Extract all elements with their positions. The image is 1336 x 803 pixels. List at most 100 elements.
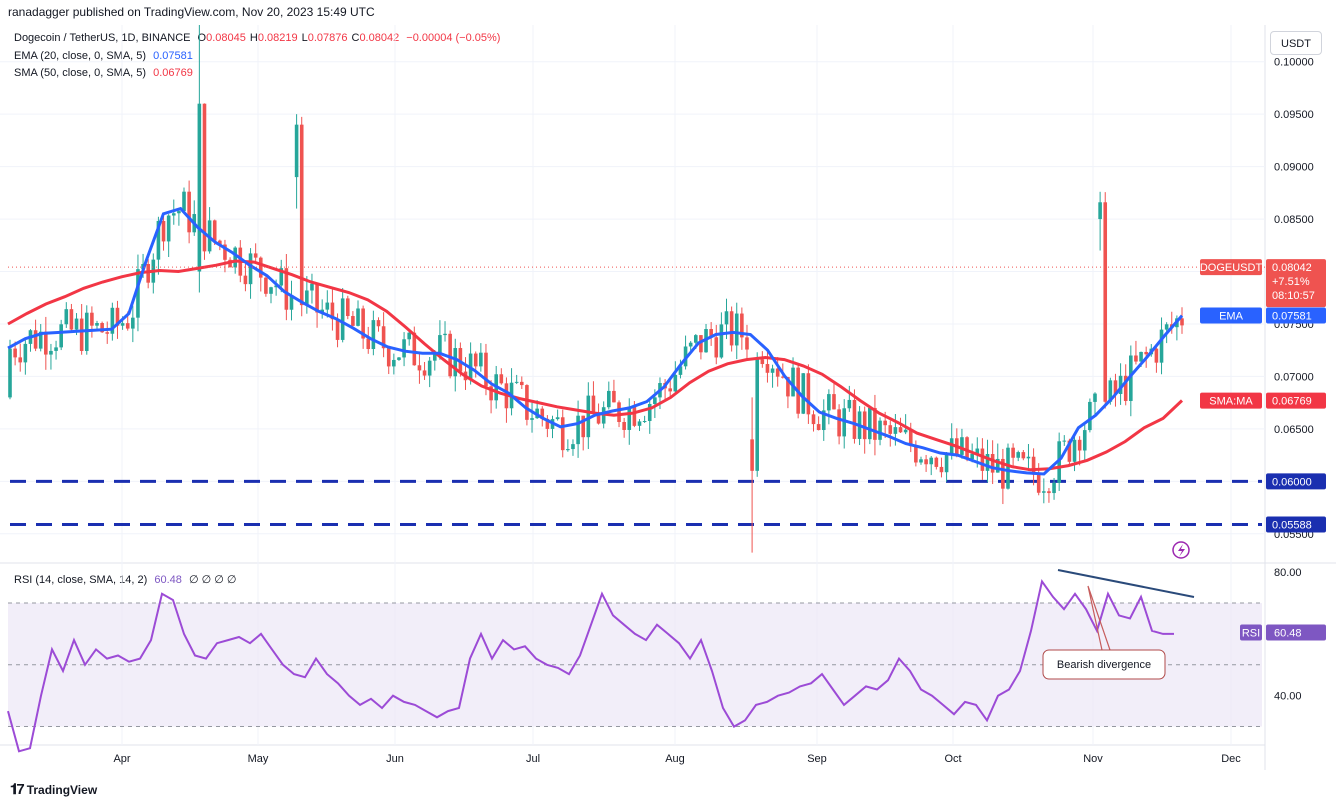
candle-body (407, 332, 411, 340)
candlesticks (8, 25, 1184, 553)
candle-body (161, 220, 166, 242)
candle-body (847, 399, 852, 409)
candle-body (1047, 491, 1051, 494)
candle-body (1139, 351, 1143, 362)
symbol-title[interactable]: Dogecoin / TetherUS, 1D, BINANCE (14, 32, 191, 44)
candle-body (832, 394, 836, 410)
candle-body (115, 307, 120, 326)
candle-body (90, 312, 94, 326)
sma-legend[interactable]: SMA (50, close, 0, SMA, 5) 0.06769 (14, 67, 193, 79)
price-tick-label: 0.09500 (1274, 109, 1314, 121)
ema-legend[interactable]: EMA (20, close, 0, SMA, 5) 0.07581 (14, 50, 193, 62)
candle-body (1134, 355, 1138, 362)
candle-body (924, 459, 928, 465)
candle-body (627, 406, 632, 430)
candle-body (264, 277, 268, 294)
sma-axis-label-text: SMA:MA (1209, 396, 1253, 408)
candle-body (1031, 456, 1036, 475)
candle-body (202, 103, 207, 252)
sma-axis-value-box (1266, 392, 1326, 409)
candle-body (218, 240, 222, 245)
rsi-name-text: RSI (1242, 627, 1260, 639)
candle-body (187, 191, 191, 233)
candle-body (878, 420, 882, 440)
candle-body (642, 421, 647, 423)
candle-body (274, 285, 278, 288)
ohlc-values: O0.08045 H0.08219 L0.07876 C0.08042 (194, 32, 400, 44)
candle-body (893, 427, 898, 434)
ohlc-c: C0.08042 (351, 32, 400, 44)
candle-body (38, 331, 43, 349)
candle-body (555, 417, 560, 420)
candle-body (1026, 456, 1031, 459)
candle-body (233, 247, 237, 268)
candle-body (1129, 355, 1133, 401)
rsi-line (7, 578, 1174, 753)
candle-body (571, 444, 575, 450)
time-axis: Apr May Jun Jul Aug Sep Oct Nov Dec (113, 753, 1241, 765)
tv-logo-icon: 𝟏7 (10, 781, 25, 798)
candle-body (484, 352, 488, 387)
candle-body (100, 323, 104, 333)
candle-body (965, 437, 969, 460)
candle-body (156, 220, 161, 260)
candle-body (1154, 348, 1159, 363)
price-change: −0.00004 (−0.05%) (406, 32, 501, 44)
candle-body (653, 397, 657, 404)
candle-body (8, 348, 12, 398)
candle-body (990, 454, 995, 473)
symbol-label-box (1200, 259, 1262, 276)
price-axis-labels: 0.08042 +7.51% 08:10:57 DOGEUSDT EMA 0.07581 S… (1200, 259, 1326, 533)
candle-body (781, 376, 785, 378)
candle-body (1108, 380, 1113, 402)
candle-body (49, 350, 53, 355)
candle-body (617, 402, 621, 423)
ema-axis-value-text: 0.07581 (1272, 310, 1312, 322)
time-tick-label: Apr (113, 753, 130, 765)
rsi-legend-extra: ∅ ∅ ∅ ∅ (188, 574, 237, 586)
price-tick-label: 0.06500 (1274, 424, 1314, 436)
candle-body (1118, 375, 1123, 395)
candle-body (392, 359, 396, 367)
candle-body (914, 446, 918, 463)
time-tick-label: Nov (1083, 753, 1103, 765)
candle-body (453, 348, 458, 377)
candle-body (888, 425, 893, 434)
time-tick-label: Jun (386, 753, 404, 765)
candle-body (69, 309, 74, 330)
candle-body (581, 415, 586, 438)
flash-icon[interactable] (1172, 541, 1190, 559)
candle-body (514, 381, 519, 383)
tradingview-logo[interactable]: 𝟏7 TradingView (10, 781, 97, 798)
candle-body (530, 418, 534, 420)
candle-body (458, 348, 463, 372)
candle-body (688, 342, 693, 347)
candle-body (54, 347, 58, 351)
candle-body (64, 309, 69, 325)
candle-body (197, 103, 202, 272)
candle-body (351, 316, 355, 326)
time-tick-label: Jul (526, 753, 540, 765)
currency-unit-button[interactable]: USDT (1270, 31, 1322, 55)
candle-body (110, 307, 115, 334)
ohlc-h: H0.08219 (249, 32, 298, 44)
candle-body (95, 323, 99, 326)
rsi-legend[interactable]: RSI (14, close, SMA, 14, 2) 60.48 ∅ ∅ ∅ … (14, 573, 236, 586)
candle-body (750, 439, 754, 471)
support-axis-text: 0.06000 (1272, 476, 1312, 488)
candle-body (719, 324, 724, 358)
ema-axis-label-box (1200, 307, 1262, 324)
candle-body (699, 335, 703, 353)
support-lines (10, 479, 1262, 527)
candle-body (1016, 452, 1021, 458)
candle-body (171, 213, 176, 216)
candle-body (448, 333, 452, 377)
candle-body (223, 244, 227, 260)
last-price-text: 0.08042 (1272, 262, 1312, 274)
candle-body (586, 395, 591, 438)
candle-body (566, 449, 570, 451)
candle-body (1001, 458, 1005, 489)
candle-body (33, 330, 38, 349)
candle-body (44, 331, 48, 355)
